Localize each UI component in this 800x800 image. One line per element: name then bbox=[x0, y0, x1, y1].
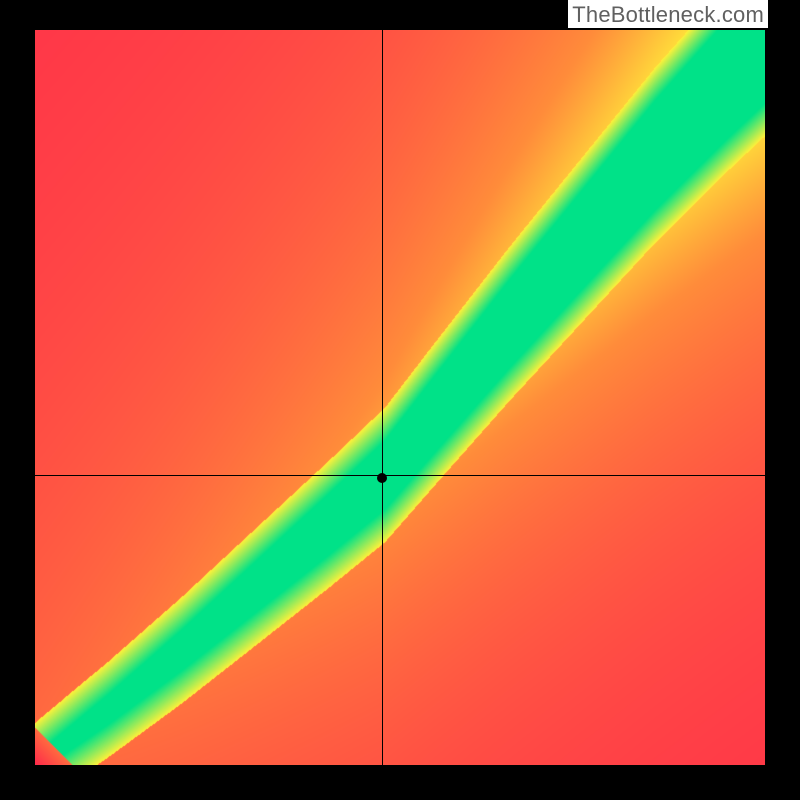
watermark-text: TheBottleneck.com bbox=[568, 0, 768, 28]
plot-area bbox=[35, 30, 765, 765]
crosshair-horizontal bbox=[35, 475, 765, 476]
crosshair-vertical bbox=[382, 30, 383, 765]
marker-point bbox=[377, 473, 387, 483]
heatmap-canvas bbox=[35, 30, 765, 765]
chart-frame: TheBottleneck.com bbox=[0, 0, 800, 800]
